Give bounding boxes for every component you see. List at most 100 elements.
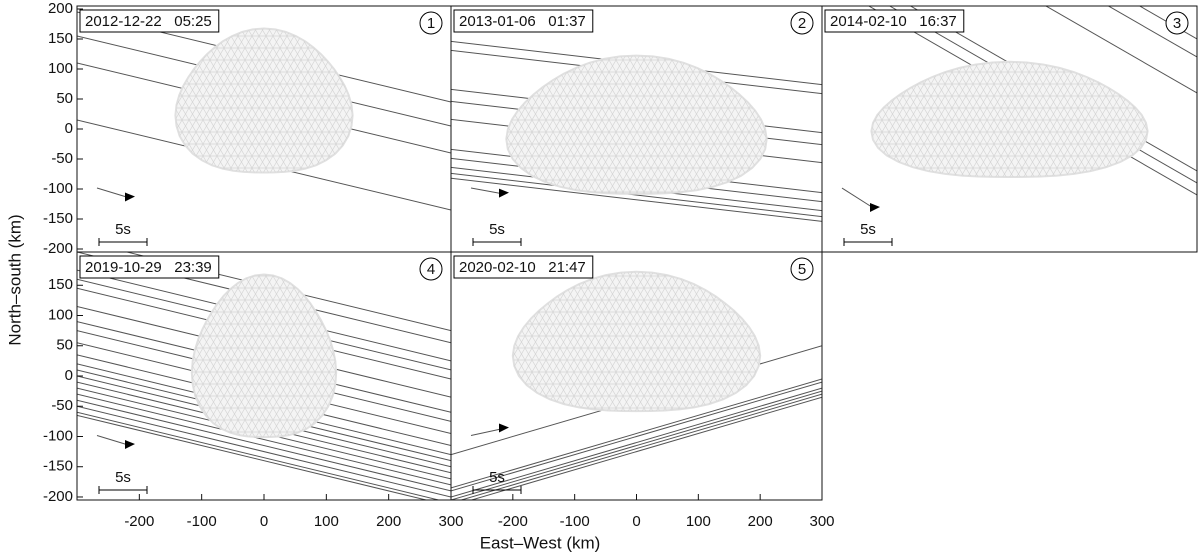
x-tick-label: 300 <box>809 513 834 530</box>
x-tick-label: -100 <box>187 513 217 530</box>
plot-area <box>451 40 822 222</box>
title-box <box>79 255 220 279</box>
y-tick-label: 150 <box>48 276 73 293</box>
x-tick-label: -200 <box>124 513 154 530</box>
arrow-head <box>125 440 135 450</box>
chord <box>1107 6 1197 58</box>
panel-title: 2014-02-10 16:37 <box>830 13 957 30</box>
panel-number: 4 <box>427 261 435 278</box>
x-tick-label: 200 <box>376 513 401 530</box>
panel-number: 2 <box>798 15 806 32</box>
y-tick-label: 200 <box>48 0 73 17</box>
chord <box>451 378 822 489</box>
scale-label: 5s <box>489 221 505 238</box>
panel-title: 2019-10-29 23:39 <box>85 259 212 276</box>
panel-number-circle <box>790 257 814 281</box>
chord <box>77 405 451 498</box>
motion-arrow <box>470 428 502 437</box>
panel: 5s 2013-01-06 01:37 2 <box>450 5 823 253</box>
plot-area <box>451 270 822 500</box>
motion-arrow <box>470 187 502 194</box>
shape-mesh <box>191 274 337 438</box>
y-tick-label: -200 <box>43 240 73 257</box>
panel: 5s 2019-10-29 23:39 4 -200 -150 -100 -50 0 50 100… <box>43 251 464 530</box>
scale-bar <box>98 238 148 246</box>
y-tick-label: -100 <box>43 180 73 197</box>
scale-bar <box>472 238 522 246</box>
y-tick-label: 0 <box>65 120 73 137</box>
scale-label: 5s <box>489 469 505 486</box>
panel-frame <box>821 5 1198 253</box>
motion-arrow <box>96 187 128 198</box>
panel-number-circle <box>1165 11 1189 35</box>
x-tick-label: 100 <box>314 513 339 530</box>
panel-number: 1 <box>427 15 435 32</box>
scale-label: 5s <box>115 469 131 486</box>
shape-mesh <box>871 61 1148 177</box>
panel: 5s 2012-12-22 05:25 1 -200 -150 -100 -50 0 50 100… <box>43 0 452 257</box>
title-box <box>824 9 965 33</box>
x-tick-label: 0 <box>260 513 268 530</box>
chord <box>469 396 822 500</box>
chord <box>77 414 429 500</box>
shape-mesh <box>175 28 353 173</box>
plot-area <box>77 252 451 500</box>
shape-mesh <box>512 271 761 412</box>
scale-bar <box>843 238 893 246</box>
x-tick-label: -200 <box>498 513 528 530</box>
panel-title: 2013-01-06 01:37 <box>459 13 586 30</box>
panel-number-circle <box>419 257 443 281</box>
motion-arrow <box>841 187 873 208</box>
arrow-head <box>499 423 509 433</box>
plot-area <box>841 6 1197 213</box>
y-tick-label: -150 <box>43 210 73 227</box>
y-axis-label: North–south (km) <box>5 214 24 345</box>
y-tick-label: 150 <box>48 30 73 47</box>
panel-number: 3 <box>1173 15 1181 32</box>
panel-number: 5 <box>798 261 806 278</box>
chord <box>77 393 451 486</box>
chord <box>1044 6 1197 94</box>
x-tick-label: -100 <box>560 513 590 530</box>
y-tick-label: 100 <box>48 60 73 77</box>
chord <box>77 399 451 492</box>
shape-mesh <box>506 55 767 194</box>
arrow-head <box>870 203 880 213</box>
arrow-head <box>125 192 135 202</box>
arrow-head <box>499 188 509 198</box>
motion-arrow <box>96 435 128 446</box>
y-tick-label: -50 <box>51 397 73 414</box>
y-tick-label: -50 <box>51 150 73 167</box>
y-tick-label: -100 <box>43 427 73 444</box>
y-tick-label: 50 <box>56 337 73 354</box>
chord <box>451 172 822 218</box>
scale-bar <box>98 486 148 494</box>
chord <box>451 177 822 222</box>
y-tick-label: -150 <box>43 458 73 475</box>
panel-title: 2012-12-22 05:25 <box>85 13 212 30</box>
title-box <box>453 255 594 279</box>
scale-bar <box>472 486 522 494</box>
y-tick-label: 0 <box>65 367 73 384</box>
panel-title: 2020-02-10 21:47 <box>459 259 586 276</box>
y-tick-label: 100 <box>48 306 73 323</box>
chord <box>451 390 822 500</box>
panel: 5s 2020-02-10 21:47 5 -200 -100 0 100 200 300 <box>450 251 835 530</box>
panel-number-circle <box>419 11 443 35</box>
panel-number-circle <box>790 11 814 35</box>
x-tick-label: 0 <box>632 513 640 530</box>
x-tick-label: 300 <box>438 513 463 530</box>
chord <box>459 393 822 500</box>
x-axis-label: East–West (km) <box>480 533 601 552</box>
chord <box>451 381 822 492</box>
scale-label: 5s <box>860 221 876 238</box>
panel: 5s 2014-02-10 16:37 3 <box>821 5 1198 253</box>
x-tick-label: 100 <box>686 513 711 530</box>
chord <box>77 411 441 500</box>
x-tick-label: 200 <box>748 513 773 530</box>
y-tick-label: 50 <box>56 90 73 107</box>
scale-label: 5s <box>115 221 131 238</box>
title-box <box>79 9 220 33</box>
y-tick-label: -200 <box>43 488 73 505</box>
